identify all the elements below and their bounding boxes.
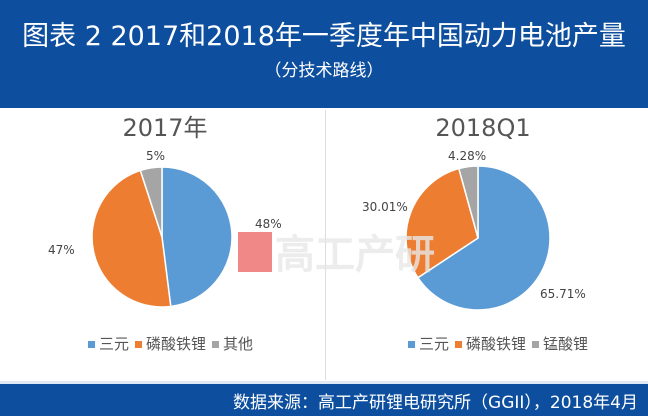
data-label: 30.01% xyxy=(362,200,408,214)
legend-entry: 磷酸铁锂 xyxy=(466,335,526,353)
watermark-logo-icon xyxy=(238,232,272,272)
legend-swatch xyxy=(212,341,219,348)
legend-swatch xyxy=(455,341,462,348)
pie-slice-3 xyxy=(139,166,163,238)
chart-subtitle: （分技术路线） xyxy=(264,61,384,81)
pie-slice-1 xyxy=(416,165,551,311)
legend-entry: 三元 xyxy=(419,335,449,353)
legend-entry: 锰酸锂 xyxy=(543,335,588,353)
data-source: 数据来源：高工产研锂电研究所（GGII），2018年4月 xyxy=(233,393,638,413)
legend-entry: 其他 xyxy=(223,335,253,353)
data-label: 4.28% xyxy=(448,149,486,163)
data-label: 5% xyxy=(146,149,165,163)
legend-entry: 磷酸铁锂 xyxy=(146,335,206,353)
data-label: 48% xyxy=(255,217,282,231)
pie-slice-3 xyxy=(457,165,479,239)
legend-swatch xyxy=(135,341,142,348)
pie-slice-2 xyxy=(405,167,479,279)
pie-title: 2018Q1 xyxy=(435,114,530,142)
header-banner: 图表 2 2017和2018年一季度年中国动力电池产量 （分技术路线） xyxy=(0,0,648,108)
chart-title: 图表 2 2017和2018年一季度年中国动力电池产量 xyxy=(22,21,626,52)
pie-slice-1 xyxy=(161,166,233,308)
legend-swatch xyxy=(532,341,539,348)
legend-swatch xyxy=(408,341,415,348)
panel-divider xyxy=(325,110,326,380)
pie-title: 2017年 xyxy=(122,114,207,142)
legend-entry: 三元 xyxy=(99,335,129,353)
footer-banner: 数据来源：高工产研锂电研究所（GGII），2018年4月 xyxy=(0,381,648,416)
data-label: 47% xyxy=(48,243,75,257)
watermark: 高工产研 xyxy=(275,232,435,278)
data-label: 65.71% xyxy=(540,287,586,301)
legend-swatch xyxy=(88,341,95,348)
